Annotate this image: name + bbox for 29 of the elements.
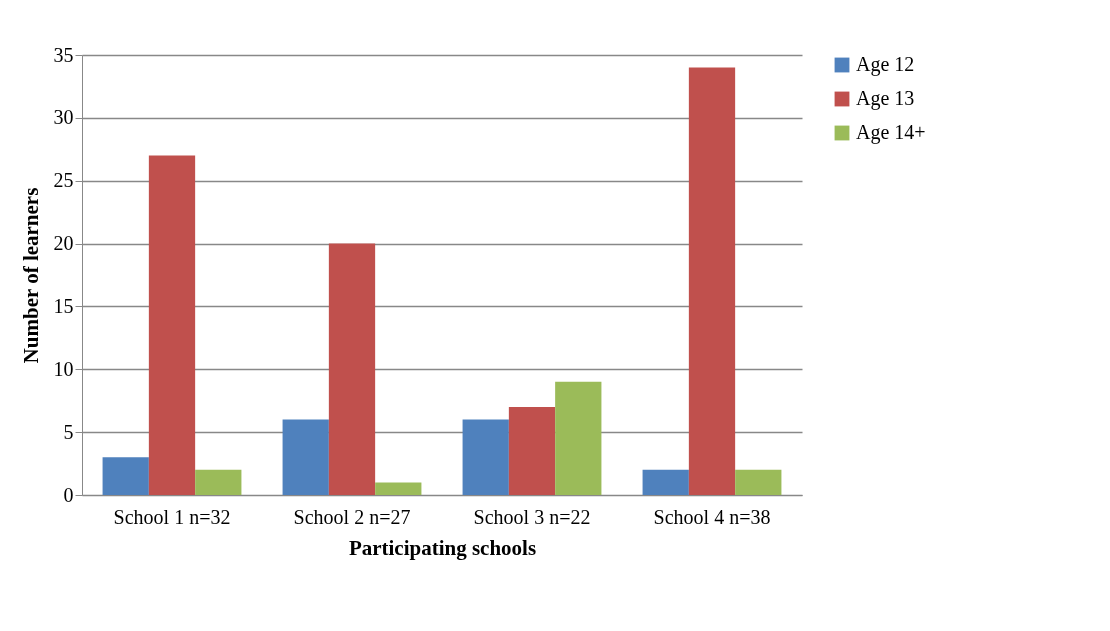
bar [148, 155, 196, 495]
bar [688, 67, 736, 495]
y-axis-title: Number of learners [18, 187, 43, 364]
x-tick-label: School 1 n=32 [113, 505, 231, 528]
bar [102, 457, 149, 495]
y-tick-label: 30 [53, 106, 74, 129]
bar [195, 469, 242, 495]
legend-label: Age 12 [856, 53, 915, 76]
bar [328, 243, 376, 495]
legend-label: Age 13 [856, 87, 915, 110]
x-tick-label: School 4 n=38 [653, 505, 771, 528]
y-tick-label: 10 [53, 357, 74, 380]
legend-label: Age 14+ [856, 121, 926, 144]
y-tick-label: 0 [63, 483, 74, 506]
y-tick-label: 15 [53, 294, 74, 317]
bar [735, 469, 782, 495]
y-tick-label: 35 [53, 43, 74, 66]
bar [555, 381, 602, 495]
x-axis-title: Participating schools [348, 535, 537, 560]
y-tick-label: 20 [53, 232, 74, 255]
bar [508, 407, 556, 495]
y-tick-label: 25 [53, 169, 74, 192]
y-tick-label: 5 [63, 420, 74, 443]
x-tick-label: School 3 n=22 [473, 505, 591, 528]
bar [462, 419, 509, 495]
bar [642, 469, 689, 495]
bar [375, 482, 422, 495]
x-tick-label: School 2 n=27 [293, 505, 411, 528]
bar [282, 419, 329, 495]
